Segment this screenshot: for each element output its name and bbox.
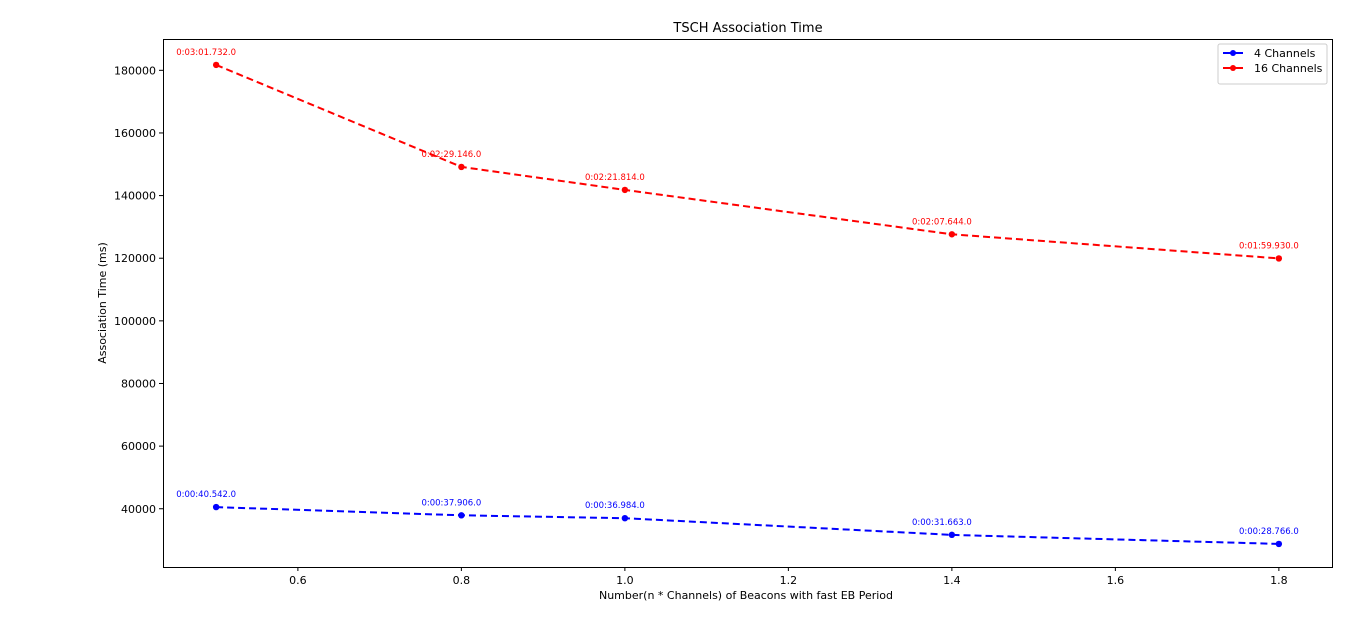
data-label: 0:00:40.542.0 [176, 490, 236, 500]
legend-box [1217, 43, 1328, 85]
x-tick-label: 0.6 [289, 574, 307, 587]
data-point [948, 531, 956, 539]
data-label: 0:02:21.814.0 [585, 173, 645, 183]
data-point [458, 512, 465, 519]
axis-ticks: 0.6 0.8 1.0 1.2 1.4 1.6 1.8 40000 60000 80000 1000… [114, 64, 1288, 587]
y-tick-label: 100000 [114, 315, 156, 328]
x-tick-label: 1.0 [616, 574, 634, 587]
series-1: 0:03:01.732.0 0:02:29.146.0 0:02:21.814.0 0… [176, 48, 1299, 262]
x-axis-label: Number(n * Channels) of Beacons with fas… [599, 589, 893, 602]
data-label: 0:00:37.906.0 [421, 498, 481, 508]
plot-frame [163, 39, 1333, 568]
series-layer: 0:00:40.542.0 0:00:37.906.0 0:00:36.984.0 0… [176, 48, 1299, 548]
x-tick-label: 1.6 [1107, 574, 1125, 587]
y-tick-label: 120000 [114, 252, 156, 265]
y-tick-label: 80000 [121, 377, 156, 390]
y-tick-label: 40000 [121, 503, 156, 516]
data-label: 0:00:36.984.0 [585, 501, 645, 511]
y-tick-label: 140000 [114, 190, 156, 203]
y-tick-label: 180000 [114, 64, 156, 77]
x-tick-label: 1.8 [1270, 574, 1288, 587]
data-label: 0:00:31.663.0 [912, 518, 972, 528]
data-point [621, 514, 629, 522]
data-label: 0:02:07.644.0 [912, 217, 972, 227]
data-label: 0:03:01.732.0 [176, 48, 236, 58]
x-tick-label: 1.2 [780, 574, 798, 587]
data-label: 0:00:28.766.0 [1239, 527, 1299, 537]
y-axis-label: Association Time (ms) [96, 242, 109, 364]
x-tick-label: 1.4 [943, 574, 961, 587]
data-point [1275, 255, 1283, 262]
series-0: 0:00:40.542.0 0:00:37.906.0 0:00:36.984.0 0… [176, 490, 1299, 548]
data-point [212, 503, 220, 511]
legend-marker [1230, 65, 1236, 71]
x-tick-label: 0.8 [453, 574, 471, 587]
data-point [621, 186, 629, 194]
legend: 4 Channels 16 Channels [1217, 43, 1328, 85]
chart-title: TSCH Association Time [672, 21, 822, 36]
data-point [1275, 540, 1283, 548]
data-point [458, 163, 465, 171]
y-tick-label: 60000 [121, 440, 156, 453]
data-label: 0:01:59.930.0 [1239, 241, 1299, 251]
legend-marker [1230, 50, 1236, 56]
data-label: 0:02:29.146.0 [421, 150, 481, 160]
data-point [948, 231, 956, 238]
data-point [212, 61, 220, 69]
legend-label: 4 Channels [1254, 47, 1316, 60]
legend-label: 16 Channels [1254, 62, 1323, 75]
y-tick-label: 160000 [114, 127, 156, 140]
